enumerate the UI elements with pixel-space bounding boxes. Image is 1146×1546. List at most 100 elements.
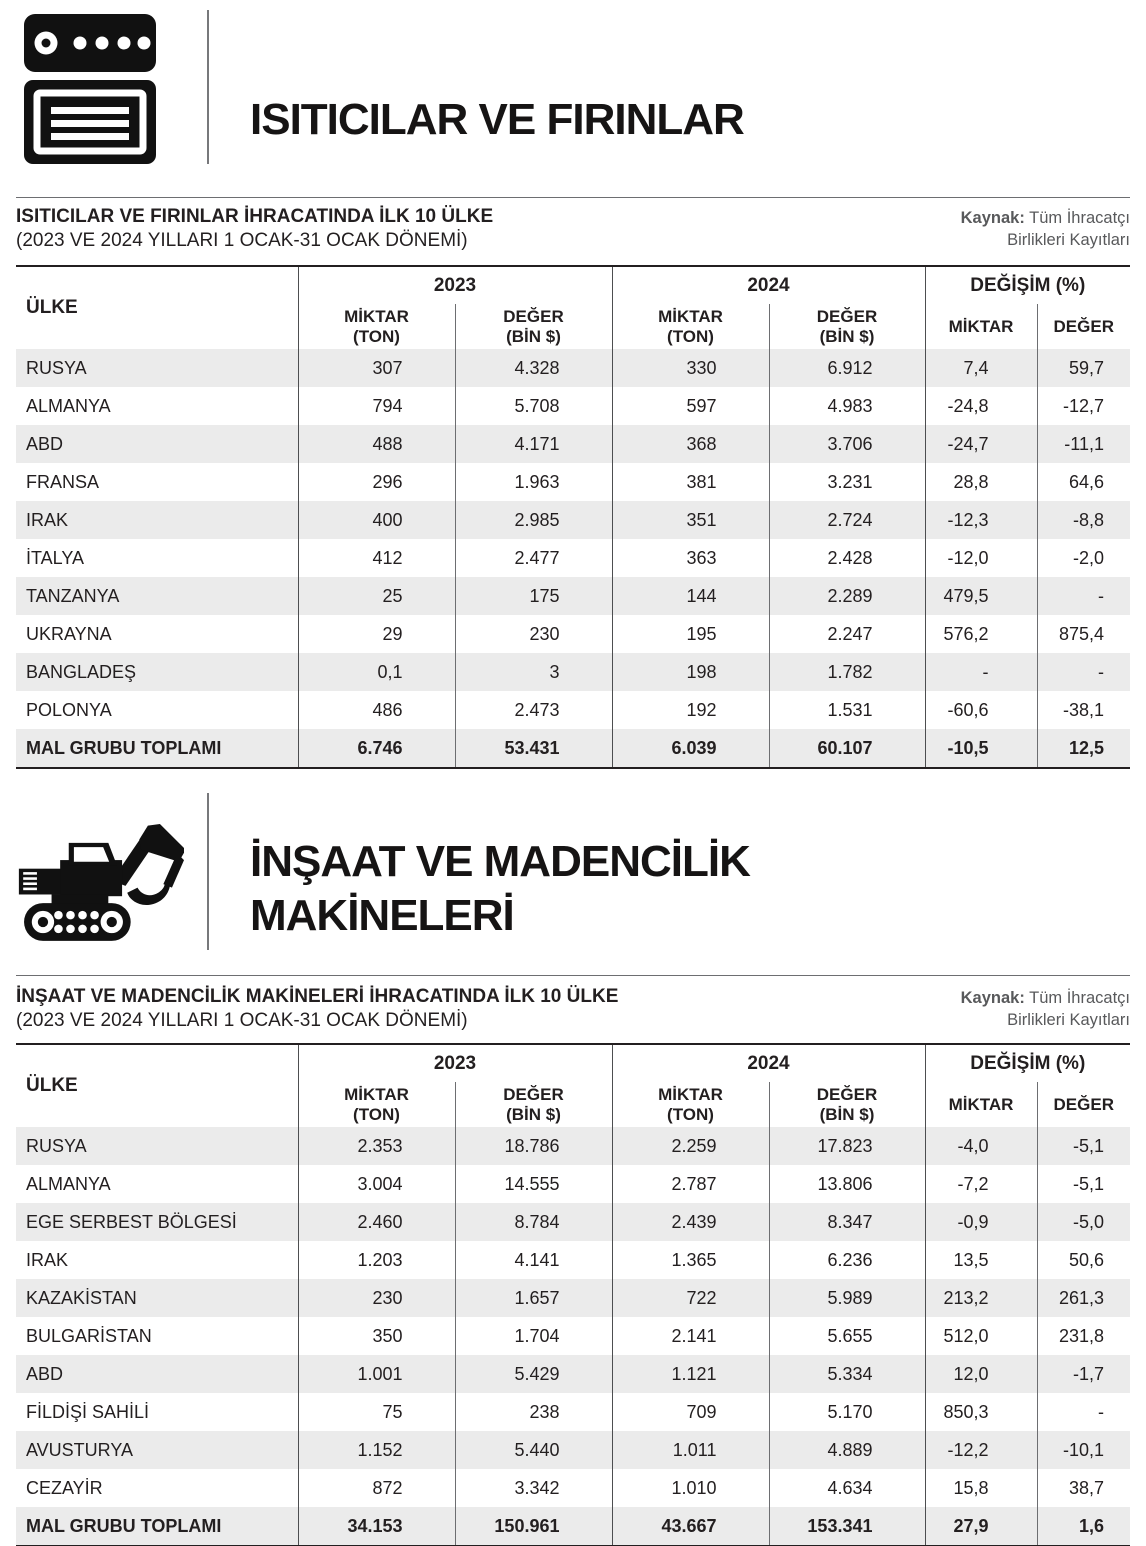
country-cell: POLONYA — [26, 699, 112, 720]
section-divider — [207, 793, 209, 950]
value-cell: - — [1036, 577, 1130, 615]
table-row: RUSYA 307 4.328 330 6.912 7,4 59,7 — [16, 349, 1130, 387]
value-cell: 2.259 — [611, 1127, 769, 1165]
value-cell: 2.353 — [297, 1127, 455, 1165]
col-header-2023: 2023 — [297, 266, 612, 304]
table-row: ABD 488 4.171 368 3.706 -24,7 -11,1 — [16, 425, 1130, 463]
value-cell: 175 — [454, 577, 612, 615]
value-cell: 2.473 — [454, 691, 612, 729]
country-cell: ABD — [16, 1355, 298, 1393]
value-cell: 4.141 — [454, 1241, 612, 1279]
table-head-construction: İNŞAAT VE MADENCİLİK MAKİNELERİ İHRACATI… — [16, 985, 1130, 1033]
value-cell: 1.010 — [611, 1469, 769, 1507]
country-cell: UKRAYNA — [26, 623, 112, 644]
value-cell: 38,7 — [1036, 1469, 1130, 1507]
value-cell: -0,9 — [924, 1203, 1037, 1241]
value-cell: 14.555 — [454, 1165, 612, 1203]
value-cell: 3 — [454, 653, 612, 691]
value-cell: -24,7 — [924, 425, 1037, 463]
table-row: EGE SERBEST BÖLGESİ 2.460 8.784 2.439 8.347-… — [16, 1203, 1130, 1241]
col-header-change: DEĞİŞİM (%) — [924, 1044, 1130, 1082]
section-title-line1: ISITICILAR VE FIRINLAR — [250, 95, 745, 145]
value-cell: 576,2 — [924, 615, 1037, 653]
table-row: FİLDİŞİ SAHİLİ 75 238 709 5.170 850,3- — [16, 1393, 1130, 1431]
source-note: Kaynak: Tüm İhracatçı Birlikleri Kayıtla… — [930, 207, 1130, 251]
value-cell: 6.912 — [768, 349, 925, 387]
value-cell: 59,7 — [1036, 349, 1130, 387]
value-cell: 296 — [297, 463, 455, 501]
col-header-qty-2024: MİKTAR (TON) — [611, 1082, 769, 1127]
value-cell: 5.334 — [768, 1355, 925, 1393]
value-cell: 872 — [297, 1469, 455, 1507]
section-title-heaters: ISITICILAR VE FIRINLAR — [250, 93, 745, 147]
section-divider — [207, 10, 209, 164]
section-title-line1: İNŞAAT VE MADENCİLİK — [250, 837, 751, 887]
value-cell: 0,1 — [297, 653, 455, 691]
country-cell: IRAK — [16, 501, 298, 539]
value-cell: -2,0 — [1036, 539, 1130, 577]
country-cell: MAL GRUBU TOPLAMI — [16, 1507, 298, 1546]
country-cell: MAL GRUBU TOPLAMI — [16, 729, 298, 768]
value-cell: -38,1 — [1036, 691, 1130, 729]
col-header-country: ÜLKE — [26, 1075, 78, 1096]
value-cell: 350 — [297, 1317, 455, 1355]
value-cell: 412 — [297, 539, 455, 577]
value-cell: 8.347 — [768, 1203, 925, 1241]
value-cell: 363 — [611, 539, 769, 577]
value-cell: 2.985 — [454, 501, 612, 539]
header-row-years: ÜLKE 2023 2024 DEĞİŞİM (%) — [16, 1044, 1130, 1096]
value-cell: 238 — [454, 1393, 612, 1431]
table-row: POLONYA 486 2.473 192 1.531 -60,6 -38,1 — [16, 691, 1130, 729]
country-cell: İTALYA — [26, 547, 85, 568]
value-cell: 27,9 — [924, 1507, 1037, 1546]
col-header-qty-change: MİKTAR — [924, 1082, 1037, 1127]
value-cell: 144 — [611, 577, 769, 615]
value-cell: 198 — [611, 653, 769, 691]
value-cell: 597 — [611, 387, 769, 425]
table-row: İTALYA 412 2.477 363 2.428 -12,0 -2,0 — [16, 539, 1130, 577]
country-cell: BANGLADEŞ — [16, 653, 298, 691]
value-cell: 230 — [297, 1279, 455, 1317]
horizontal-rule — [16, 197, 1130, 198]
country-cell: ALMANYA — [26, 395, 111, 416]
table-subtitle: (2023 VE 2024 YILLARI 1 OCAK-31 OCAK DÖN… — [16, 230, 468, 251]
value-cell: 1.152 — [297, 1431, 455, 1469]
source-label: Kaynak: — [960, 989, 1025, 1007]
value-cell: 3.004 — [297, 1165, 455, 1203]
value-cell: 5.989 — [768, 1279, 925, 1317]
value-cell: 1.704 — [454, 1317, 612, 1355]
value-cell: 488 — [297, 425, 455, 463]
value-cell: 60.107 — [768, 729, 925, 768]
value-cell: -12,0 — [924, 539, 1037, 577]
value-cell: 3.342 — [454, 1469, 612, 1507]
value-cell: 5.655 — [768, 1317, 925, 1355]
value-cell: 17.823 — [768, 1127, 925, 1165]
country-cell: RUSYA — [16, 349, 298, 387]
col-header-qty-2023: MİKTAR (TON) — [297, 1082, 455, 1127]
value-cell: 794 — [297, 387, 455, 425]
value-cell: 29 — [297, 615, 455, 653]
table-row: AVUSTURYA 1.152 5.440 1.011 4.889 -12,2 -10,1 — [16, 1431, 1130, 1469]
value-cell: -60,6 — [924, 691, 1037, 729]
value-cell: -5,0 — [1036, 1203, 1130, 1241]
horizontal-rule — [16, 975, 1130, 976]
header-row-measures: MİKTAR (TON) DEĞER (BİN $) MİKTAR (TON) DEĞ… — [16, 304, 1130, 349]
section-title-construction: İNŞAAT VE MADENCİLİK MAKİNELERİ — [250, 835, 751, 943]
value-cell: -11,1 — [1036, 425, 1130, 463]
table-title: ISITICILAR VE FIRINLAR İHRACATINDA İLK 1… — [16, 206, 494, 227]
col-header-val-2024: DEĞER (BİN $) — [768, 304, 925, 349]
country-cell: AVUSTURYA — [16, 1431, 298, 1469]
value-cell: 368 — [611, 425, 769, 463]
value-cell: 1.365 — [611, 1241, 769, 1279]
table-row: BANGLADEŞ 0,1 3 198 1.782- - — [16, 653, 1130, 691]
table-row: KAZAKİSTAN 230 1.657 722 5.989 213,2 261,3 — [16, 1279, 1130, 1317]
col-header-country: ÜLKE — [26, 297, 78, 318]
value-cell: 6.746 — [297, 729, 455, 768]
section-title-line2: MAKİNELERİ — [250, 891, 515, 941]
value-cell: 381 — [611, 463, 769, 501]
value-cell: 28,8 — [924, 463, 1037, 501]
value-cell: 18.786 — [454, 1127, 612, 1165]
table-row: ALMANYA 794 5.708 597 4.983 -24,8 -12,7 — [16, 387, 1130, 425]
value-cell: -12,3 — [924, 501, 1037, 539]
total-row: MAL GRUBU TOPLAMI 34.153 150.961 43.667 153.… — [16, 1507, 1130, 1546]
